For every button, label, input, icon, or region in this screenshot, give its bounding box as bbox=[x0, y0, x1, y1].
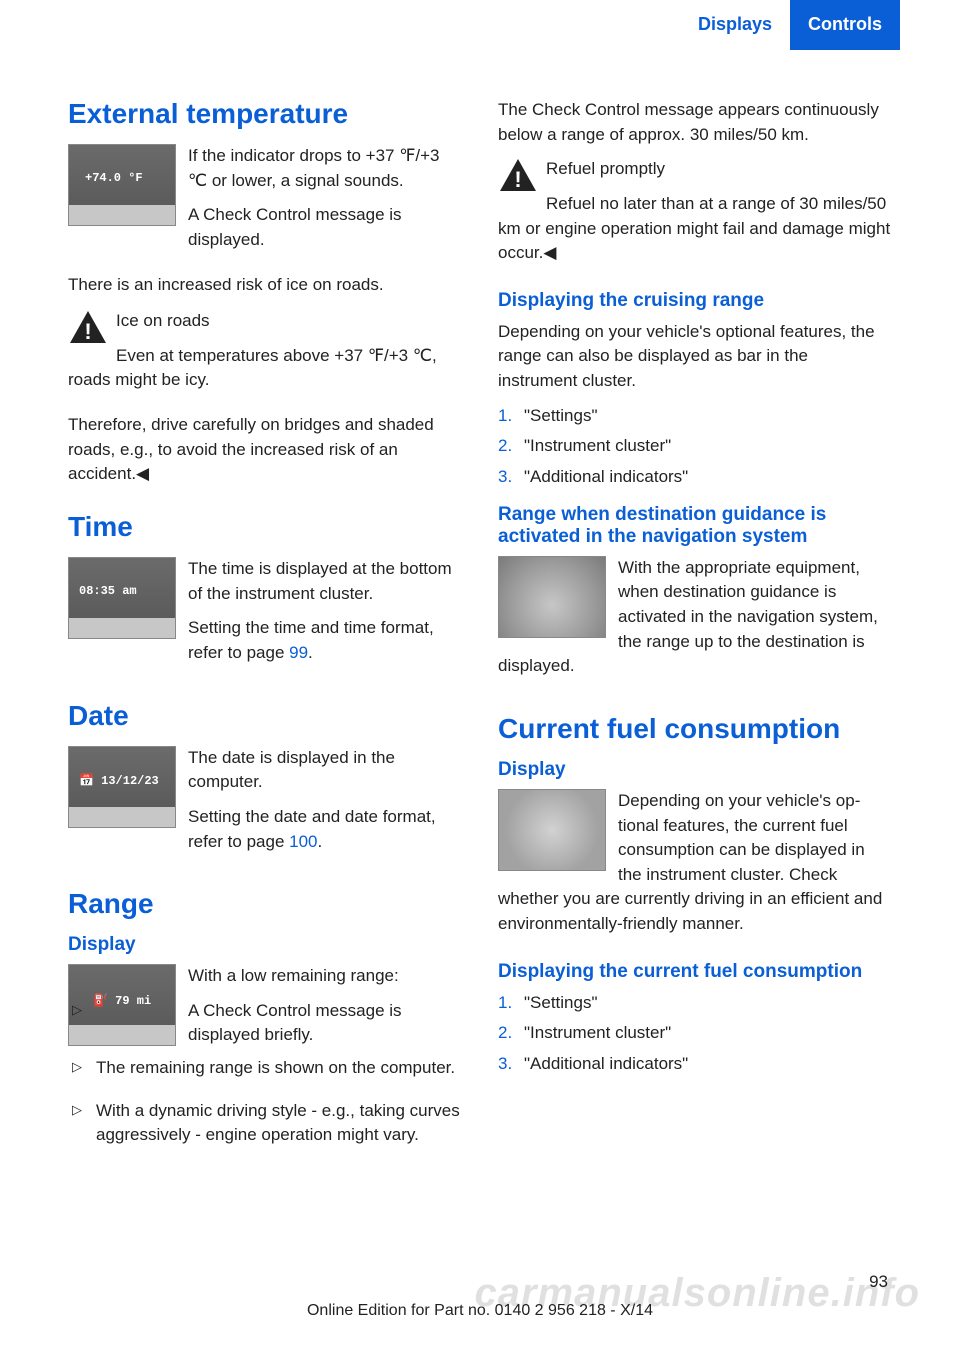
step-item: 1."Settings" bbox=[498, 991, 892, 1016]
heading-time: Time bbox=[68, 511, 462, 543]
block-range: ⛽ 79 mi With a low remaining range: A Ch… bbox=[68, 964, 462, 1089]
list-item: The remaining range is shown on the comp… bbox=[68, 1056, 462, 1081]
subheading-fuel-display: Display bbox=[498, 759, 892, 781]
page-number: 93 bbox=[869, 1272, 888, 1292]
warning-triangle-icon: ! bbox=[498, 157, 538, 193]
warning-title-refuel: Refuel promptly bbox=[498, 157, 892, 182]
list-item: A Check Control message is displayed bri… bbox=[68, 999, 462, 1048]
page-header: Displays Controls bbox=[0, 0, 960, 50]
subheading-fuel-steps: Displaying the current fuel consumption bbox=[498, 961, 892, 983]
step-item: 2."Instrument cluster" bbox=[498, 1021, 892, 1046]
step-item: 3."Additional indicators" bbox=[498, 1052, 892, 1077]
list-item: With a dynamic driving style - e.g., tak… bbox=[68, 1099, 462, 1148]
header-tab-controls: Controls bbox=[790, 0, 900, 50]
block-nav-range: With the appropriate equipment, when des… bbox=[498, 556, 892, 689]
header-tab-displays: Displays bbox=[680, 0, 790, 50]
subheading-cruising-range: Displaying the cruising range bbox=[498, 290, 892, 312]
list-range-outer: With a dynamic driving style - e.g., tak… bbox=[68, 1099, 462, 1148]
subheading-range-display: Display bbox=[68, 934, 462, 956]
link-page-99[interactable]: 99 bbox=[289, 643, 308, 662]
footer-text: Online Edition for Part no. 0140 2 956 2… bbox=[0, 1302, 960, 1320]
text-cruising-1: Depending on your vehicle's optional fea… bbox=[498, 320, 892, 394]
step-item: 1."Settings" bbox=[498, 404, 892, 429]
heading-date: Date bbox=[68, 700, 462, 732]
thumb-text-temp: +74.0 °F bbox=[85, 171, 143, 185]
steps-fuel-consumption: 1."Settings" 2."Instrument cluster" 3."A… bbox=[498, 991, 892, 1077]
warning-ice: ! Ice on roads Even at temperatures abov… bbox=[68, 309, 462, 403]
warning-body-ice-2: Therefore, drive carefully on bridges an… bbox=[68, 413, 462, 487]
svg-text:!: ! bbox=[84, 319, 91, 344]
text-ext-temp-3: There is an increased risk of ice on roa… bbox=[68, 273, 462, 298]
warning-triangle-icon: ! bbox=[68, 309, 108, 345]
list-range-inner: A Check Control message is displayed bri… bbox=[68, 999, 462, 1081]
block-fuel-display: Depending on your vehicle's op­tional fe… bbox=[498, 789, 892, 947]
thumb-fuel-gauge bbox=[498, 789, 606, 871]
right-column: The Check Control message appears contin… bbox=[498, 92, 892, 1252]
block-date: 📅 13/12/23 The date is displayed in the … bbox=[68, 746, 462, 865]
left-column: External temperature +74.0 °F If the ind… bbox=[68, 92, 462, 1252]
steps-cruising-range: 1."Settings" 2."Instrument cluster" 3."A… bbox=[498, 404, 892, 490]
step-item: 2."Instrument cluster" bbox=[498, 434, 892, 459]
subheading-nav-range: Range when destination guidance is activ… bbox=[498, 504, 892, 548]
thumb-nav-gauge bbox=[498, 556, 606, 638]
svg-text:!: ! bbox=[514, 167, 521, 192]
block-time: 08:35 am The time is displayed at the bo… bbox=[68, 557, 462, 676]
warning-body-ice-1: Even at temperatures above +37 ℉/+3 ℃, r… bbox=[68, 344, 462, 393]
step-item: 3."Additional indicators" bbox=[498, 465, 892, 490]
block-external-temperature: +74.0 °F If the indicator drops to +37 ℉… bbox=[68, 144, 462, 263]
thumb-text-date: 📅 13/12/23 bbox=[79, 773, 159, 788]
heading-current-fuel: Current fuel consumption bbox=[498, 713, 892, 745]
warning-title-ice: Ice on roads bbox=[68, 309, 462, 334]
thumb-external-temperature: +74.0 °F bbox=[68, 144, 176, 226]
warning-refuel: ! Refuel promptly Refuel no later than a… bbox=[498, 157, 892, 276]
text-check-control-continuous: The Check Control message appears contin… bbox=[498, 98, 892, 147]
warning-body-refuel: Refuel no later than at a range of 30 mi… bbox=[498, 192, 892, 266]
link-page-100[interactable]: 100 bbox=[289, 832, 317, 851]
thumb-date: 📅 13/12/23 bbox=[68, 746, 176, 828]
thumb-time: 08:35 am bbox=[68, 557, 176, 639]
page-body: External temperature +74.0 °F If the ind… bbox=[68, 92, 892, 1252]
heading-external-temperature: External temperature bbox=[68, 98, 462, 130]
heading-range: Range bbox=[68, 888, 462, 920]
thumb-text-time: 08:35 am bbox=[79, 584, 137, 598]
